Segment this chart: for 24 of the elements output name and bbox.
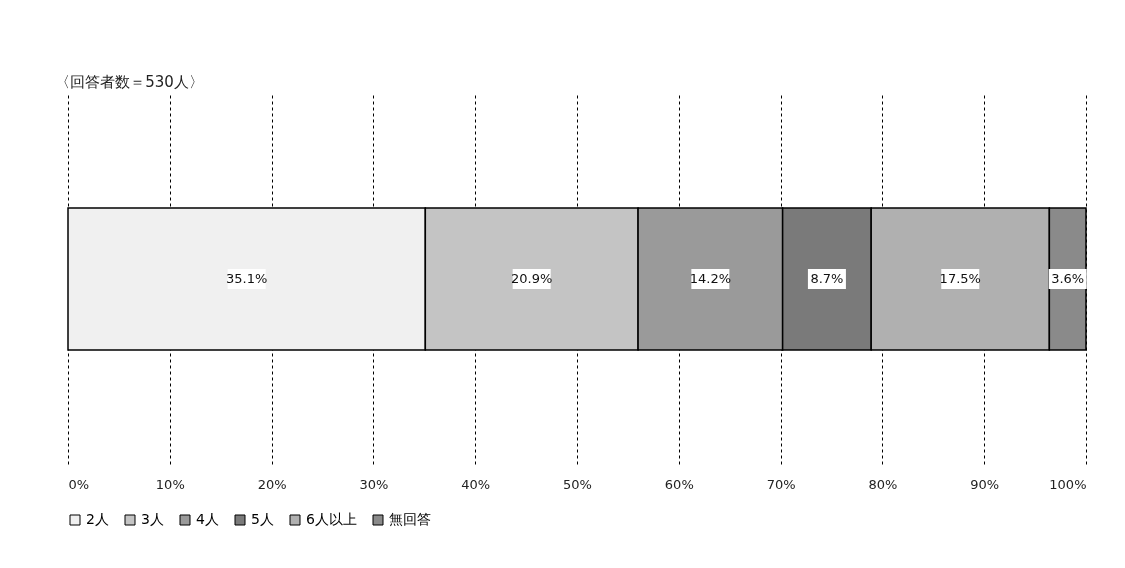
x-tick-label: 40% <box>461 476 491 492</box>
data-label: 3.6% <box>1051 271 1085 286</box>
legend-label: 3人 <box>141 511 164 527</box>
x-tick-label: 0% <box>68 476 90 492</box>
x-tick-label: 100% <box>1049 476 1087 492</box>
legend-label: 2人 <box>86 511 109 527</box>
data-label: 8.7% <box>810 271 844 286</box>
data-label: 20.9% <box>511 271 553 286</box>
legend-label: 無回答 <box>389 511 431 527</box>
x-tick-label: 30% <box>359 476 389 492</box>
x-tick-label: 60% <box>664 476 694 492</box>
x-tick-label: 50% <box>563 476 592 492</box>
x-tick-label: 80% <box>868 476 898 492</box>
x-tick-label: 20% <box>257 476 287 492</box>
data-label: 35.1% <box>226 271 268 286</box>
x-tick-label: 90% <box>970 476 1000 492</box>
data-label: 17.5% <box>939 271 981 286</box>
data-label: 14.2% <box>689 271 732 286</box>
x-tick-label: 70% <box>766 476 796 492</box>
x-tick-label: 10% <box>155 476 185 492</box>
legend-label: 5人 <box>251 511 274 527</box>
chart-title: 〈回答者数＝530人〉 <box>55 73 204 91</box>
legend-label: 6人以上 <box>306 511 357 527</box>
legend-label: 4人 <box>196 511 219 527</box>
